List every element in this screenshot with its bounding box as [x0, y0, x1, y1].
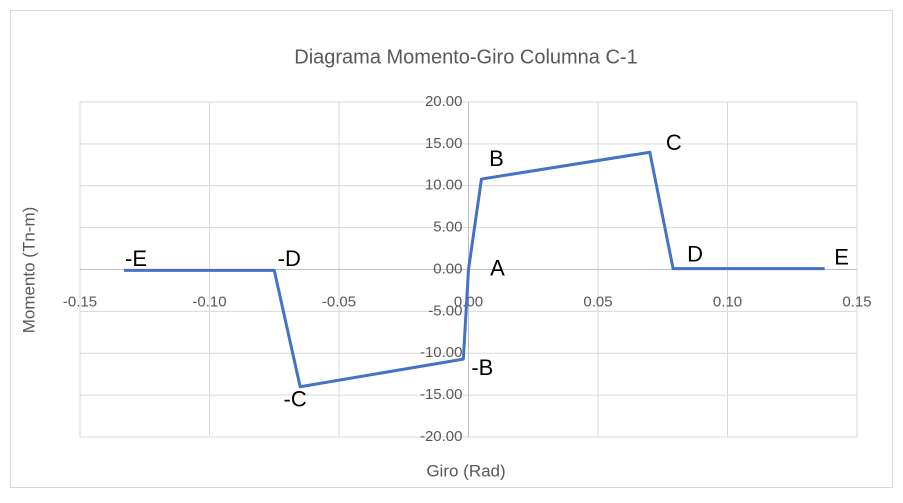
point-label: -E — [125, 246, 147, 271]
y-tick-label: 20.00 — [425, 93, 463, 110]
data-line — [124, 150, 825, 389]
y-tick-label: -20.00 — [420, 428, 463, 445]
y-tick-label: -5.00 — [428, 302, 462, 319]
x-tick-label: 0.15 — [842, 293, 871, 310]
point-label: -D — [278, 246, 301, 271]
point-label: C — [666, 130, 682, 155]
y-tick-label: -15.00 — [420, 386, 463, 403]
x-axis-label: Giro (Rad) — [426, 461, 505, 480]
x-tick-label: -0.10 — [192, 293, 226, 310]
x-tick-label: 0.00 — [454, 293, 483, 310]
point-label: A — [490, 255, 505, 280]
y-tick-label: -10.00 — [420, 344, 463, 361]
x-tick-label: -0.15 — [63, 293, 97, 310]
x-tick-label: -0.05 — [322, 293, 356, 310]
point-label: -B — [471, 355, 493, 380]
y-tick-label: 10.00 — [425, 177, 463, 194]
chart-title: Diagrama Momento-Giro Columna C-1 — [294, 46, 637, 68]
point-label: D — [687, 241, 703, 266]
point-label: -C — [284, 387, 307, 412]
point-label: E — [834, 244, 849, 269]
chart-border — [10, 10, 893, 488]
x-tick-label: 0.10 — [713, 293, 742, 310]
y-tick-label: 0.00 — [433, 260, 462, 277]
y-axis-label: Momento (Tn-m) — [19, 207, 38, 334]
y-tick-label: 15.00 — [425, 135, 463, 152]
y-tick-label: 5.00 — [433, 219, 462, 236]
x-tick-label: 0.05 — [583, 293, 612, 310]
point-label: B — [489, 146, 504, 171]
